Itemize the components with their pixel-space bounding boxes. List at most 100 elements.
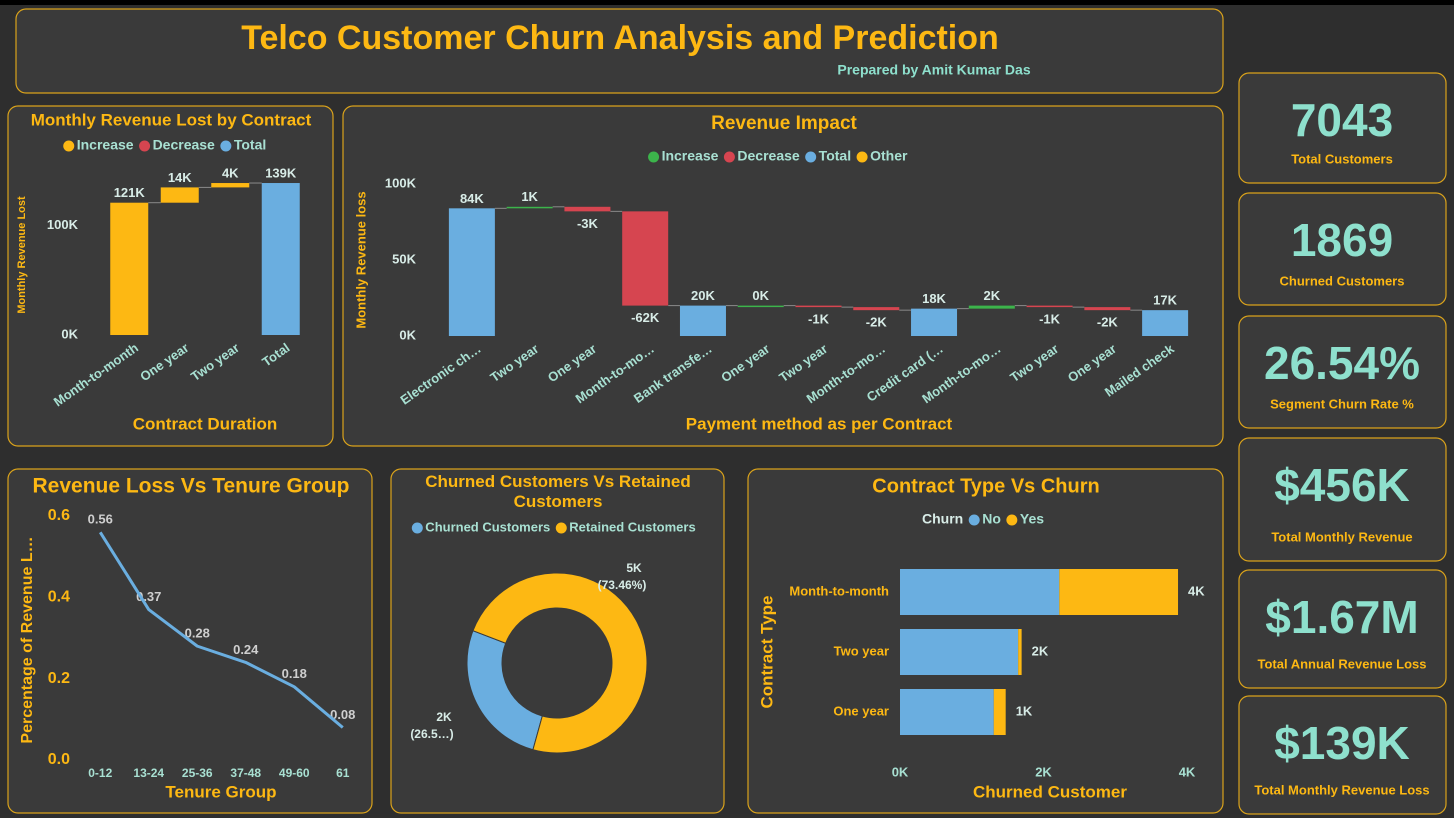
- x-tick-label: 0-12: [88, 766, 112, 780]
- y-tick-label: 0.4: [48, 589, 70, 606]
- kpi-card: [1238, 192, 1447, 306]
- bar: [1084, 307, 1131, 311]
- value-label: 84K: [460, 191, 484, 206]
- kpi-value: 26.54%: [1264, 337, 1420, 389]
- y-tick-label: One year: [833, 703, 889, 718]
- dashboard-title: Telco Customer Churn Analysis and Predic…: [241, 19, 999, 57]
- value-label: 17K: [1153, 293, 1177, 308]
- legend-label: Total: [819, 148, 851, 164]
- legend-marker: [139, 140, 151, 152]
- value-label: 2K: [436, 710, 452, 724]
- kpi-label: Churned Customers: [1280, 273, 1405, 288]
- value-label: -3K: [577, 216, 599, 231]
- y-tick-label: 0.6: [48, 507, 70, 524]
- kpi-card: [1238, 315, 1447, 429]
- legend-label: Decrease: [737, 148, 799, 164]
- x-axis-label: Payment method as per Contract: [686, 414, 953, 433]
- legend-label: Increase: [77, 137, 134, 153]
- value-label: 121K: [114, 185, 146, 200]
- legend-marker: [1006, 514, 1018, 526]
- legend-label: Churned Customers: [425, 519, 550, 534]
- legend: Increase Decrease Total: [63, 137, 266, 153]
- legend: Churn No Yes: [922, 511, 1044, 527]
- header-panel: [15, 8, 1224, 94]
- kpi-card: [1238, 72, 1447, 184]
- line: [98, 531, 344, 729]
- x-tick-label: 4K: [1179, 764, 1196, 779]
- y-tick-label: 0K: [61, 326, 78, 341]
- panel: [342, 105, 1224, 447]
- chart-title: Contract Type Vs Churn: [872, 475, 1099, 497]
- legend-label: Other: [870, 148, 908, 164]
- y-tick-label: Two year: [834, 643, 889, 658]
- bar-segment: [900, 689, 994, 735]
- kpi-label: Segment Churn Rate %: [1270, 396, 1414, 411]
- chart-title: Churned Customers Vs Retained Customers: [425, 472, 691, 511]
- value-label: 4K: [222, 165, 239, 180]
- legend-marker: [968, 514, 980, 526]
- y-tick-label: 100K: [385, 175, 417, 190]
- value-label: 5K: [626, 561, 642, 575]
- bar-segment: [1018, 629, 1022, 675]
- x-axis-label: Contract Duration: [133, 414, 278, 433]
- total-label: 4K: [1188, 583, 1205, 598]
- bar: [261, 183, 300, 335]
- bar: [737, 305, 784, 308]
- kpi-label: Total Customers: [1291, 151, 1393, 166]
- value-label: 14K: [168, 170, 192, 185]
- value-label: -1K: [1039, 312, 1061, 327]
- bar: [448, 208, 495, 336]
- chart-title: Monthly Revenue Lost by Contract: [31, 110, 312, 129]
- x-tick-label: 61: [336, 766, 350, 780]
- kpi-label: Total Monthly Revenue: [1271, 529, 1412, 544]
- donut-slice: [472, 572, 648, 754]
- value-label: -1K: [808, 312, 830, 327]
- x-tick-label: 49-60: [279, 766, 310, 780]
- bar: [911, 308, 958, 336]
- bar: [160, 187, 199, 203]
- percent-label: (73.46%): [598, 578, 647, 592]
- y-tick-label: 50K: [392, 251, 416, 266]
- legend-marker: [723, 151, 735, 163]
- y-axis-label: Percentage of Revenue L…: [19, 536, 36, 743]
- y-tick-label: 100K: [47, 217, 79, 232]
- bar: [1142, 310, 1189, 336]
- pie-title-box: Churned Customers Vs Retained Customers: [425, 472, 691, 511]
- bar-segment: [993, 689, 1006, 735]
- total-label: 2K: [1032, 643, 1049, 658]
- legend-marker: [411, 522, 423, 534]
- value-label: 139K: [265, 165, 297, 180]
- legend-label: Yes: [1020, 511, 1044, 527]
- kpi-value: 7043: [1291, 94, 1393, 146]
- legend-marker: [220, 140, 232, 152]
- x-tick-label: 25-36: [182, 766, 213, 780]
- bar: [853, 307, 900, 311]
- y-tick-label: Month-to-month: [789, 583, 889, 598]
- legend-marker: [63, 140, 75, 152]
- value-label: 0.18: [282, 666, 307, 681]
- value-label: 0.08: [330, 707, 355, 722]
- x-tick-label: 0K: [892, 764, 909, 779]
- bar: [564, 206, 611, 212]
- kpi-card: [1238, 569, 1447, 689]
- bar: [1026, 305, 1073, 308]
- value-label: -62K: [631, 310, 660, 325]
- legend-marker: [805, 151, 817, 163]
- value-label: 20K: [691, 288, 715, 303]
- y-axis-label: Contract Type: [757, 595, 776, 708]
- value-label: -2K: [866, 315, 888, 330]
- kpi-card: [1238, 437, 1447, 562]
- value-label: 18K: [922, 291, 946, 306]
- bar: [506, 206, 553, 209]
- value-label: 1K: [521, 189, 538, 204]
- legend: Increase Decrease Total Other: [648, 148, 908, 164]
- legend-marker: [856, 151, 868, 163]
- legend-label: Retained Customers: [569, 519, 695, 534]
- x-tick-label: 37-48: [230, 766, 261, 780]
- kpi-value: $139K: [1274, 717, 1410, 769]
- kpi-value: 1869: [1291, 214, 1393, 266]
- bar: [968, 305, 1015, 309]
- panel: [390, 468, 725, 814]
- legend-label: Total: [234, 137, 266, 153]
